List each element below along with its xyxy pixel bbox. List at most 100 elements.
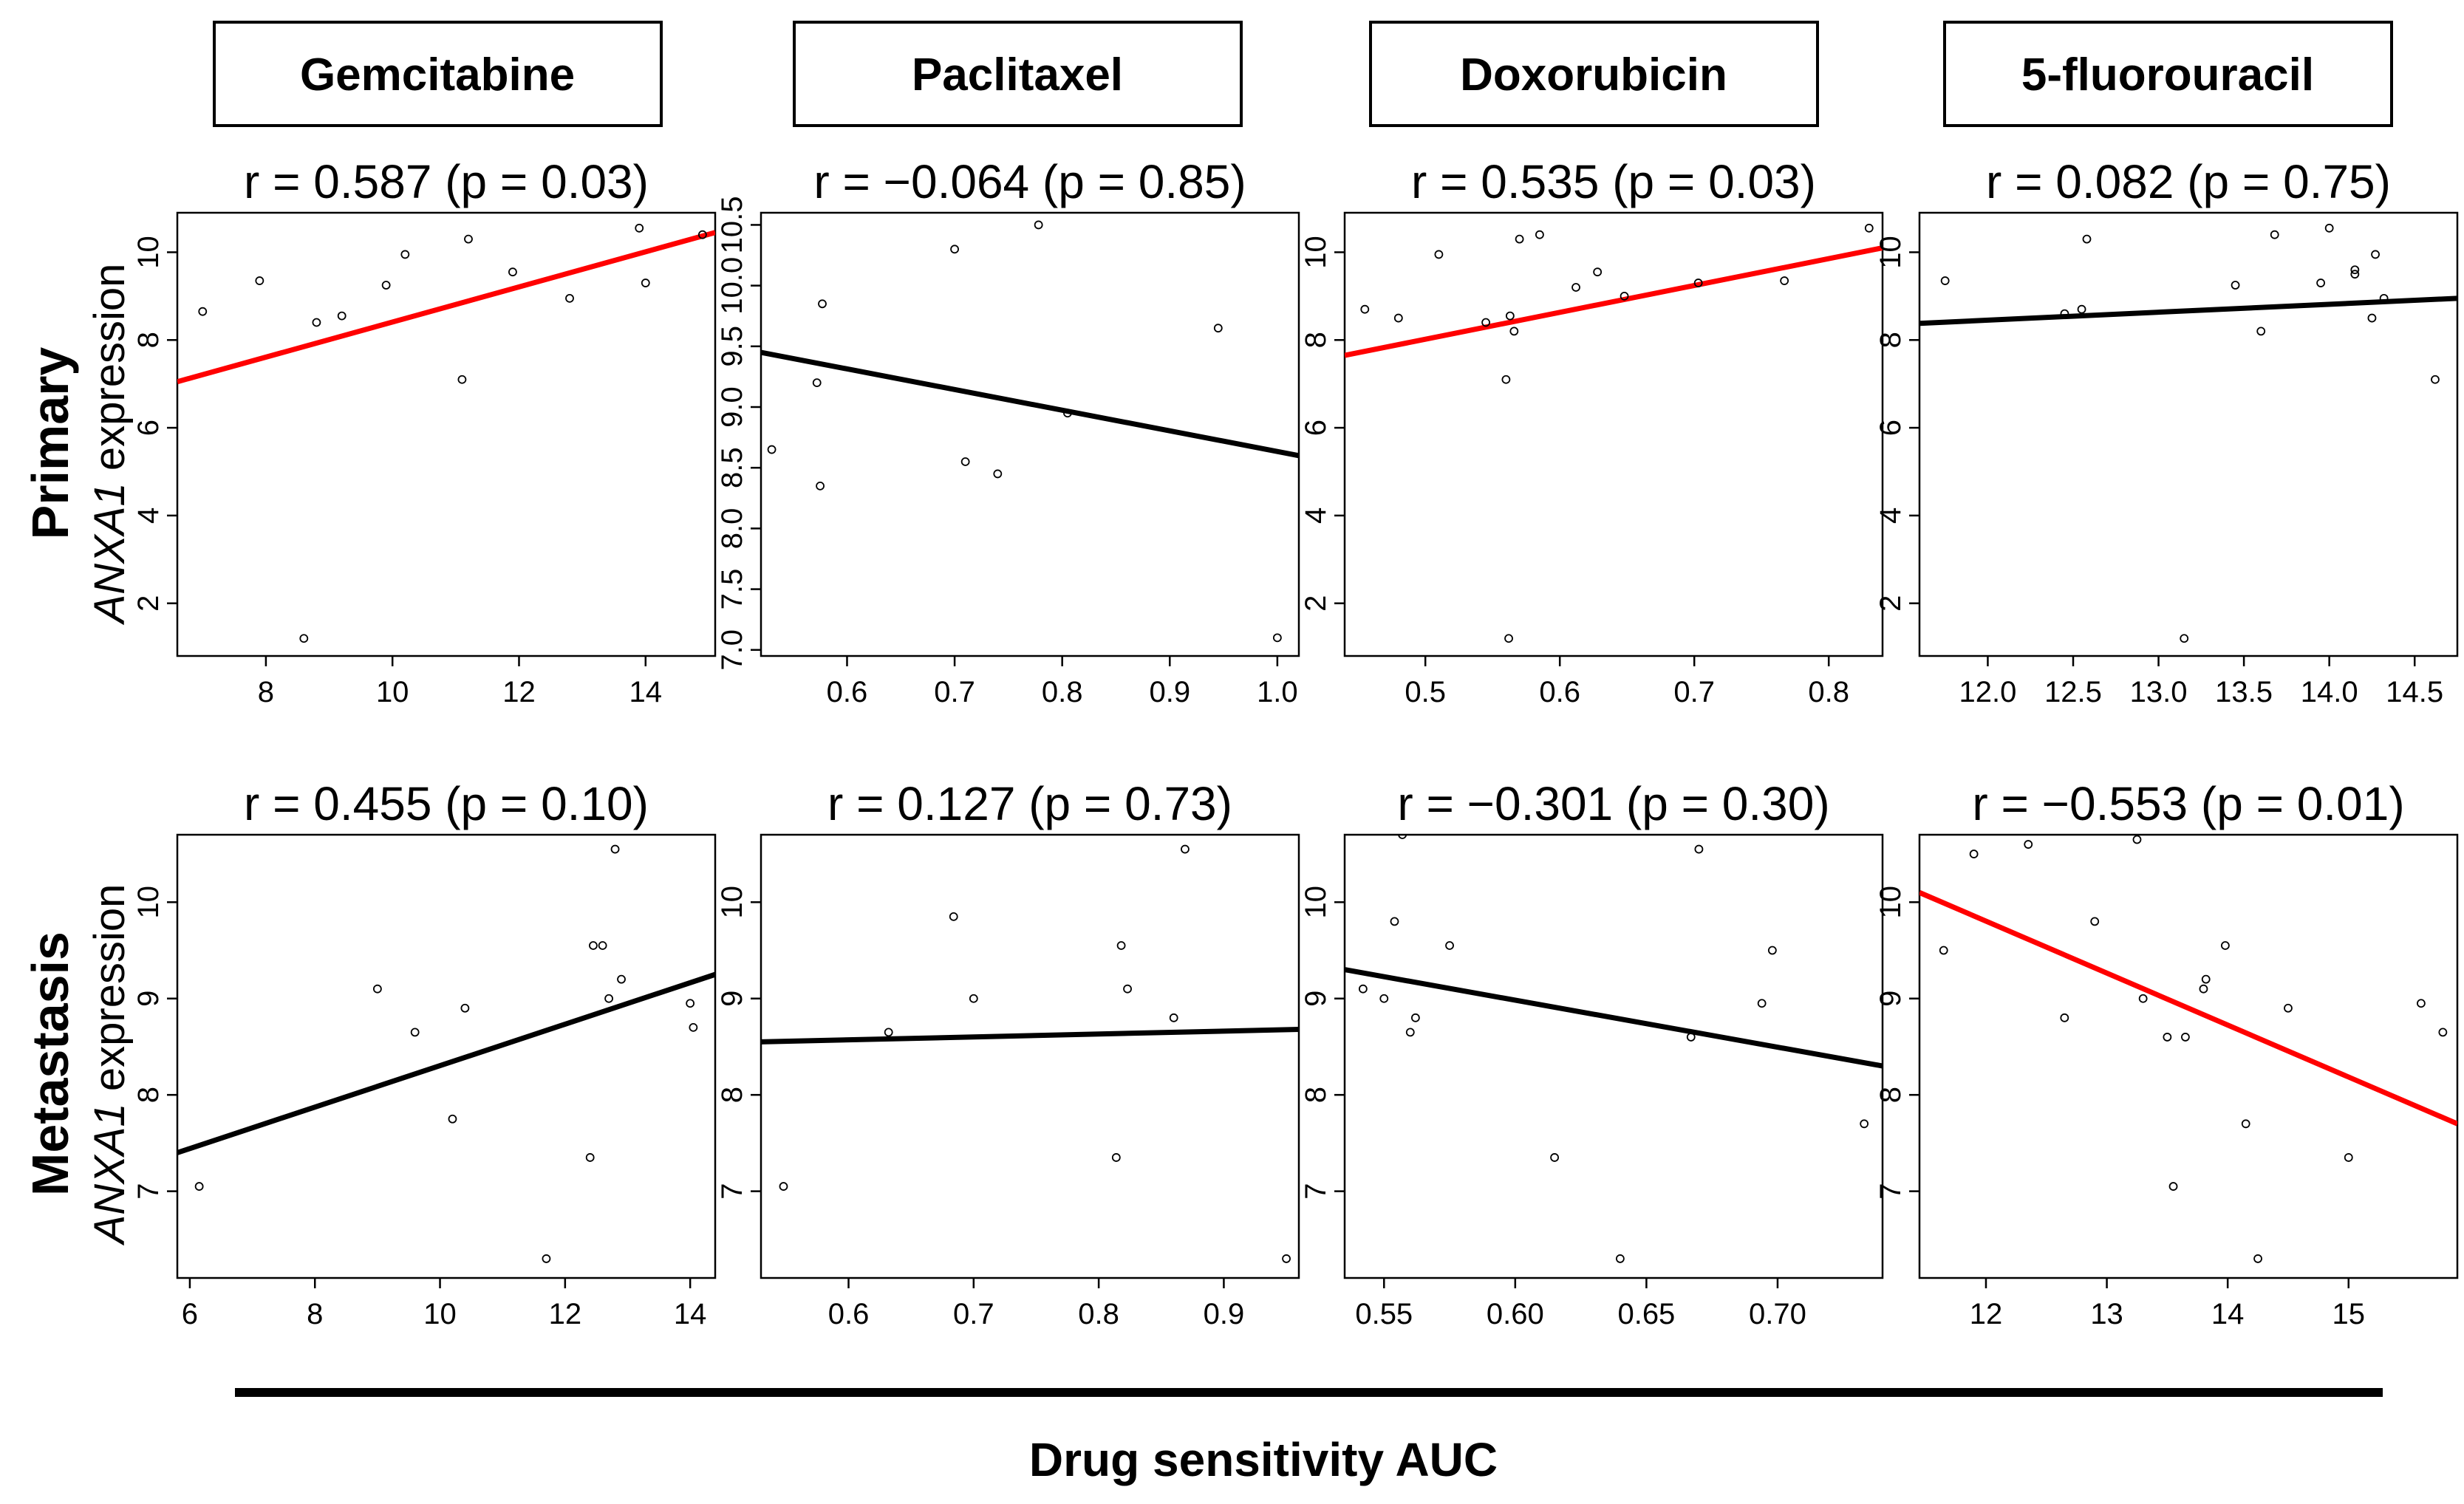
y-tick-label: 7: [1874, 1183, 1907, 1199]
data-point: [2132, 835, 2142, 844]
plot-area: [761, 220, 1299, 643]
data-point: [1405, 1028, 1415, 1037]
data-point: [1864, 223, 1874, 233]
data-point: [1620, 291, 1629, 301]
y-tick-label: 9.0: [716, 386, 748, 428]
x-tick-label: 0.7: [1673, 676, 1715, 708]
y-tick-label: 9: [1874, 991, 1907, 1007]
plot-area: [1919, 835, 2457, 1263]
data-point: [1390, 917, 1399, 926]
data-point: [1360, 304, 1370, 314]
y-tick-label: 8: [1874, 1087, 1907, 1103]
data-point: [410, 1028, 420, 1037]
y-tick-label: 7.5: [716, 569, 748, 610]
row-title-metastasis: Metastasis: [21, 932, 79, 1196]
drug-header-paclitaxel: Paclitaxel: [793, 21, 1243, 127]
x-tick-label: 0.7: [953, 1298, 994, 1330]
data-point: [194, 1182, 204, 1191]
x-tick-label: 0.9: [1149, 676, 1190, 708]
data-point: [1860, 1119, 1869, 1129]
y-tick-label: 6: [1874, 420, 1907, 436]
panel-title: r = −0.553 (p = 0.01): [1972, 777, 2404, 830]
plot-frame: [1918, 211, 2459, 657]
data-point: [2201, 974, 2211, 984]
data-point: [2350, 270, 2360, 279]
x-tick-label: 12: [1970, 1298, 2003, 1330]
data-point: [1504, 634, 1513, 643]
y-tick-label: 9.5: [716, 326, 748, 367]
data-point: [460, 1003, 470, 1013]
x-tick-label: 0.70: [1749, 1298, 1806, 1330]
data-point: [812, 378, 822, 388]
data-point: [604, 994, 613, 1003]
data-point: [993, 469, 1003, 479]
data-point: [635, 223, 644, 233]
data-point: [1693, 278, 1703, 287]
y-tick-label: 10: [132, 236, 165, 269]
data-point: [2220, 941, 2230, 950]
data-point: [2371, 250, 2380, 259]
scatter-panel-metastasis-paclitaxel: r = 0.127 (p = 0.73) 0.6 0.7 0.8 0.9 7 8 9 10: [716, 777, 1300, 1330]
data-point: [1509, 327, 1519, 336]
data-point: [1272, 633, 1282, 643]
x-tick-label: 0.7: [934, 676, 975, 708]
y-tick-label: 10: [1300, 236, 1332, 269]
x-tick-label: 0.6: [828, 1298, 870, 1330]
data-point: [372, 984, 382, 994]
drug-label-gemcitabine: Gemcitabine: [300, 49, 575, 100]
data-point: [818, 299, 827, 309]
data-point: [2082, 234, 2092, 244]
data-point: [457, 375, 467, 384]
x-tick-label: 13.5: [2215, 676, 2273, 708]
scatter-panel-metastasis-5-fluorouracil: r = −0.553 (p = 0.01) 12 13 14 15 7 8 9 10: [1874, 777, 2459, 1330]
plot-frame: [1343, 833, 1884, 1279]
data-point: [1571, 283, 1580, 292]
plot-area: [1345, 835, 1883, 1263]
y-axis-label-metastasis: ANXA1 expression: [86, 884, 134, 1246]
x-tick-label: 8: [307, 1298, 323, 1330]
y-label-gene: ANXA1: [86, 1103, 134, 1245]
x-tick-label: 14: [2211, 1298, 2245, 1330]
scatter-panel-primary-doxorubicin: r = 0.535 (p = 0.03) 0.5 0.6 0.7 0.8 2 4 6 8 10: [1300, 155, 1884, 708]
data-point: [448, 1114, 457, 1124]
x-tick-label: 10: [376, 676, 409, 708]
x-tick-label: 12.0: [1959, 676, 2017, 708]
x-tick-label: 12.5: [2044, 676, 2102, 708]
data-point: [1123, 984, 1132, 994]
x-tick-label: 15: [2332, 1298, 2366, 1330]
data-point: [1034, 220, 1043, 230]
x-tick-label: 0.60: [1487, 1298, 1544, 1330]
y-tick-label: 7: [1300, 1183, 1332, 1199]
data-point: [1410, 1013, 1420, 1022]
data-point: [1939, 946, 1948, 955]
data-point: [2077, 304, 2086, 314]
panel-title: r = 0.127 (p = 0.73): [827, 777, 1232, 830]
data-point: [617, 974, 626, 984]
y-tick-label: 8.0: [716, 508, 748, 550]
data-point: [960, 457, 970, 466]
data-point: [585, 1153, 595, 1162]
data-point: [2367, 313, 2377, 323]
data-point: [816, 481, 825, 490]
y-tick-label: 2: [1874, 595, 1907, 612]
y-tick-label: 10: [1874, 236, 1907, 269]
y-label-rest: expression: [86, 264, 134, 483]
y-tick-label: 7.0: [716, 629, 748, 671]
data-point: [381, 281, 391, 290]
plot-frame: [760, 833, 1300, 1279]
data-point: [1445, 941, 1454, 950]
y-label-gene: ANXA1: [86, 482, 134, 625]
x-tick-label: 0.6: [827, 676, 868, 708]
plot-frame: [176, 833, 717, 1279]
x-tick-label: 1.0: [1257, 676, 1298, 708]
data-point: [779, 1182, 788, 1191]
y-label-rest: expression: [86, 884, 134, 1104]
y-tick-label: 9: [716, 991, 748, 1007]
data-point: [1694, 844, 1704, 854]
data-point: [610, 844, 620, 854]
data-point: [299, 634, 309, 643]
y-tick-label: 7: [716, 1183, 748, 1199]
scatter-panel-primary-5-fluorouracil: r = 0.082 (p = 0.75) 12.0 12.5 13.0 13.5 14.0…: [1874, 155, 2459, 708]
